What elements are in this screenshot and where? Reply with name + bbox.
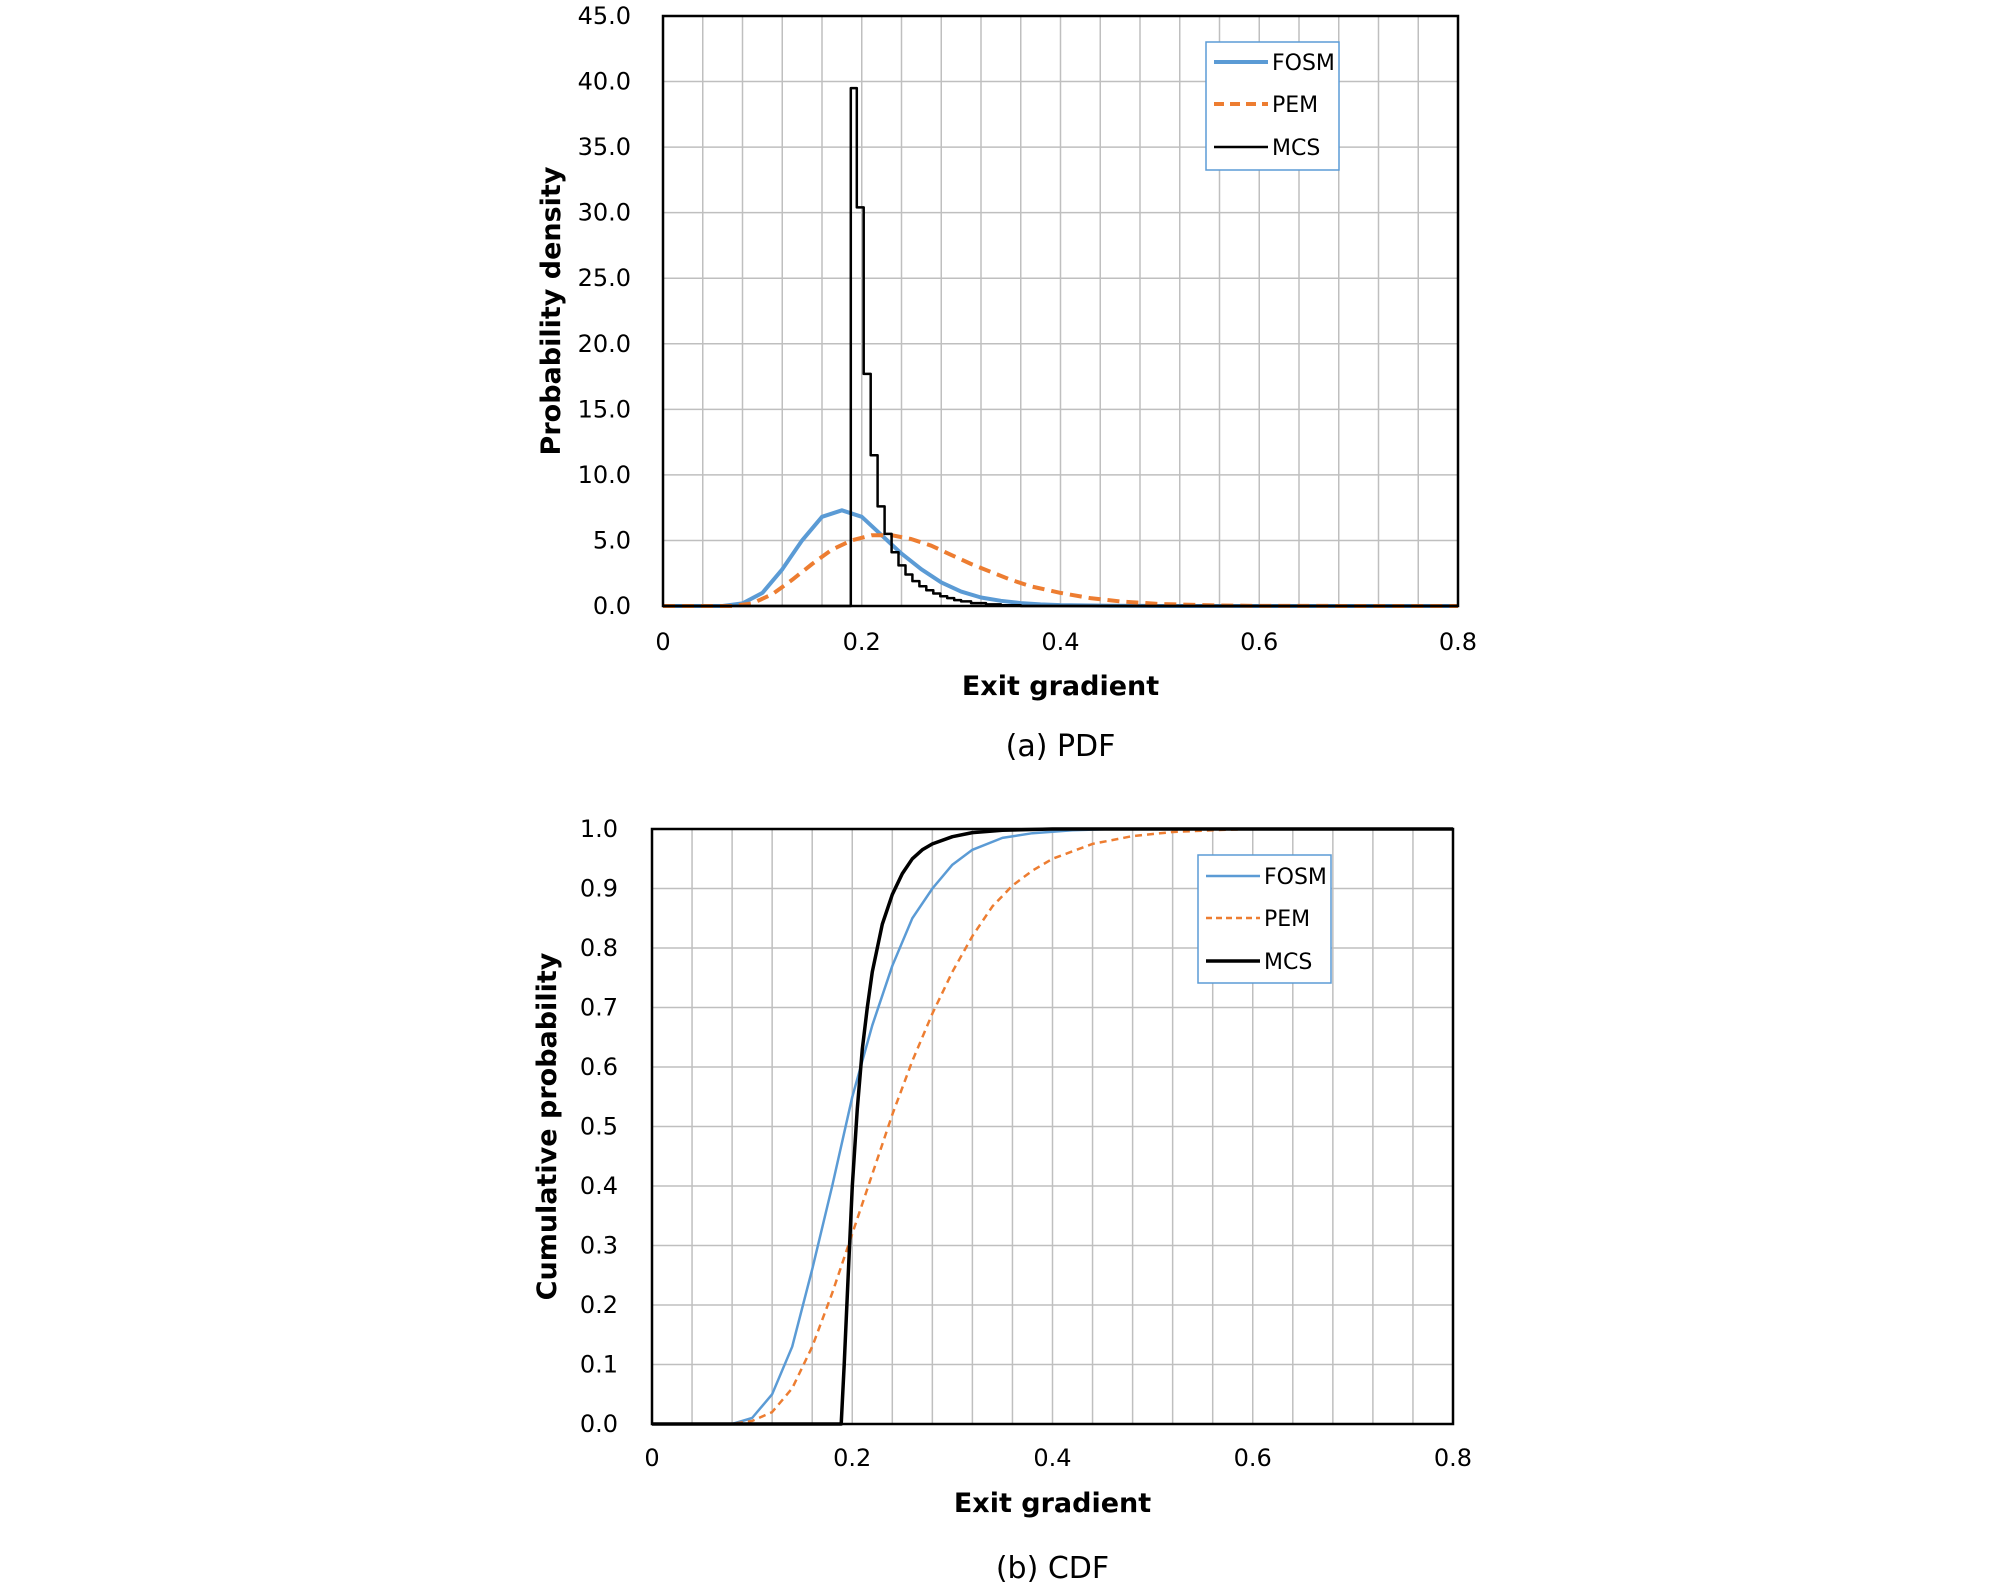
- pdf-y-tick-label: 0.0: [593, 592, 631, 620]
- cdf-curves: [652, 827, 1453, 1426]
- pdf-series-pem-line: [663, 533, 1459, 608]
- pdf-caption: (a) PDF: [1006, 729, 1116, 764]
- cdf-y-tick-label: 0.7: [580, 994, 618, 1022]
- pdf-y-tick-label: 15.0: [578, 395, 631, 423]
- cdf-y-tick-label: 0.3: [580, 1232, 618, 1260]
- pdf-y-axis-title: Probability density: [536, 166, 567, 455]
- pdf-y-tick-label: 25.0: [578, 264, 631, 292]
- cdf-series-pem-line: [652, 827, 1453, 1426]
- pdf-y-tick-label: 45.0: [578, 2, 631, 30]
- pdf-y-tick-label: 40.0: [578, 68, 631, 96]
- cdf-y-axis-title: Cumulative probability: [532, 952, 563, 1300]
- cdf-x-tick-label: 0.2: [833, 1444, 871, 1472]
- cdf-y-tick-label: 0.9: [580, 875, 618, 903]
- cdf-y-tick-label: 0.5: [580, 1113, 618, 1141]
- cdf-y-tick-labels: 0.0 0.1 0.2 0.3 0.4 0.5 0.6 0.7 0.8 0.9 1.0: [580, 815, 618, 1438]
- cdf-legend-label-pem: PEM: [1264, 907, 1310, 932]
- pdf-x-tick-label: 0.6: [1240, 628, 1278, 656]
- cdf-x-tick-labels: 0 0.2 0.4 0.6 0.8: [644, 1444, 1472, 1472]
- cdf-legend: FOSM PEM MCS: [1197, 854, 1332, 984]
- pdf-legend-label-fosm: FOSM: [1272, 51, 1335, 76]
- cdf-y-tick-label: 1.0: [580, 815, 618, 843]
- pdf-y-tick-label: 30.0: [578, 199, 631, 227]
- cdf-x-tick-label: 0.6: [1234, 1444, 1272, 1472]
- pdf-plot-frame: [661, 14, 1460, 608]
- pdf-x-tick-label: 0: [655, 628, 670, 656]
- cdf-y-tick-label: 0.8: [580, 934, 618, 962]
- cdf-plot-frame: [650, 827, 1455, 1426]
- cdf-legend-label-fosm: FOSM: [1264, 865, 1327, 890]
- pdf-legend-label-mcs: MCS: [1272, 136, 1320, 161]
- cdf-x-tick-label: 0.8: [1434, 1444, 1472, 1472]
- pdf-x-tick-labels: 0 0.2 0.4 0.6 0.8: [655, 628, 1477, 656]
- pdf-y-tick-labels: 0.0 5.0 10.0 15.0 20.0 25.0 30.0 35.0 40.0 45.0: [578, 2, 631, 620]
- pdf-x-tick-label: 0.2: [843, 628, 881, 656]
- pdf-series-mcs-line: [663, 86, 1458, 608]
- cdf-y-tick-label: 0.6: [580, 1053, 618, 1081]
- cdf-x-tick-label: 0.4: [1033, 1444, 1071, 1472]
- cdf-series-mcs-line: [652, 827, 1453, 1426]
- cdf-legend-label-mcs: MCS: [1264, 950, 1312, 975]
- cdf-y-tick-label: 0.1: [580, 1351, 618, 1379]
- cdf-x-axis-title: Exit gradient: [954, 1488, 1151, 1519]
- cdf-series-fosm-line: [652, 827, 1453, 1426]
- cdf-y-tick-label: 0.4: [580, 1172, 618, 1200]
- cdf-chart: 0.00.10.20.30.40.50.60.70.80.91.0 0 0.2 0.…: [532, 815, 1472, 1586]
- pdf-x-axis-title: Exit gradient: [962, 671, 1159, 702]
- cdf-grid: [652, 828, 1453, 1425]
- pdf-x-tick-label: 0.8: [1439, 628, 1477, 656]
- cdf-y-tick-label: 0.2: [580, 1291, 618, 1319]
- cdf-y-tick-label: 0.0: [580, 1410, 618, 1438]
- pdf-y-tick-label: 10.0: [578, 461, 631, 489]
- pdf-y-tick-label: 35.0: [578, 133, 631, 161]
- pdf-y-tick-label: 20.0: [578, 330, 631, 358]
- cdf-caption: (b) CDF: [996, 1551, 1109, 1586]
- pdf-chart: 0.0 5.0 10.0 15.0 20.0 25.0 30.0 35.0 40.0 45.0 0…: [536, 2, 1477, 764]
- pdf-legend: FOSM PEM MCS: [1205, 41, 1340, 171]
- pdf-legend-label-pem: PEM: [1272, 93, 1318, 118]
- pdf-x-tick-label: 0.4: [1041, 628, 1079, 656]
- pdf-y-tick-label: 5.0: [593, 526, 631, 554]
- cdf-x-tick-label: 0: [644, 1444, 659, 1472]
